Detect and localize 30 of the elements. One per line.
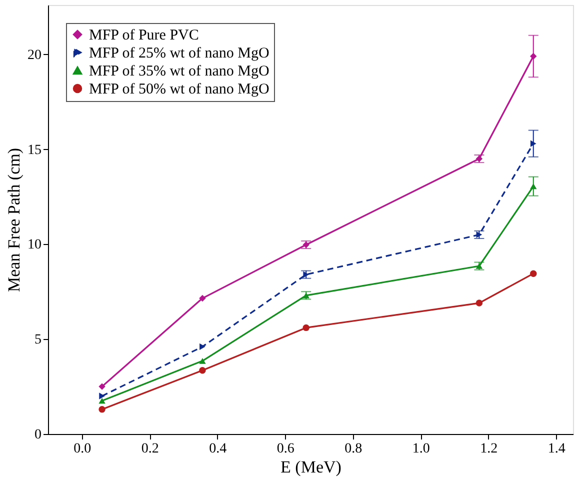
y-tick-label: 15: [28, 142, 42, 158]
point: [530, 270, 537, 277]
x-tick-label: 0.2: [141, 442, 159, 456]
point: [476, 300, 483, 306]
x-tick-label: 0.6: [276, 442, 294, 456]
point: [98, 406, 106, 413]
point: [99, 392, 105, 400]
x-axis-title: E (MeV): [280, 458, 342, 476]
point: [302, 324, 310, 332]
x-tick-label: 1.0: [412, 442, 430, 456]
y-tick-label: 0: [34, 428, 42, 442]
y-tick-label: 20: [28, 48, 42, 63]
x-tick-label: 0.0: [74, 442, 92, 456]
x-tick-label: 1.4: [548, 442, 566, 456]
x-tick-label: 0.4: [209, 442, 227, 456]
legend-label: MFP of 25% wt of nano MgO: [89, 46, 270, 62]
y-axis-title: Mean Free Path (cm): [4, 148, 24, 292]
point: [199, 294, 206, 302]
legend-label: MFP of Pure PVC: [89, 28, 199, 44]
y-tick-label: 10: [28, 238, 42, 253]
x-tick-label: 0.8: [344, 442, 362, 456]
point: [199, 367, 206, 374]
legend-label: MFP of 50% wt of nano MgO: [89, 82, 270, 98]
point: [199, 358, 206, 364]
point: [200, 343, 206, 350]
y-tick-label: 5: [34, 332, 42, 348]
point: [98, 383, 106, 390]
legend-label: MFP of 35% wt of nano MgO: [89, 64, 270, 80]
x-tick-label: 1.2: [480, 442, 498, 456]
point: [98, 398, 106, 404]
